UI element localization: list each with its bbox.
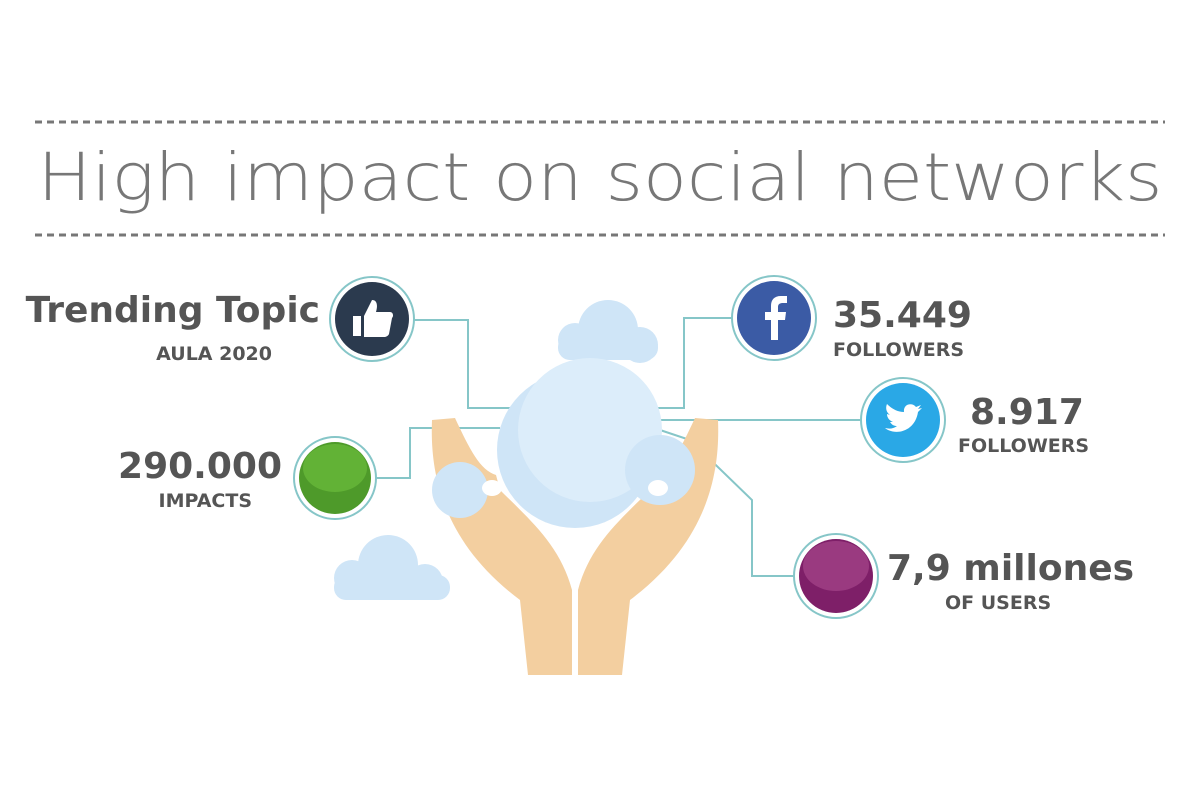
headline: 8.917 [970, 392, 1084, 433]
shape [482, 480, 502, 496]
shape [303, 444, 367, 492]
caption: AULA 2020 [156, 343, 272, 365]
impacts-icon [293, 436, 377, 520]
caption: FOLLOWERS [833, 339, 964, 361]
icon-shape [364, 300, 394, 337]
facebook-icon [731, 275, 817, 361]
icon-shape [765, 296, 787, 340]
caption: FOLLOWERS [958, 435, 1089, 457]
headline: Trending Topic [26, 290, 320, 331]
headline: 35.449 [833, 295, 972, 336]
like-icon [329, 276, 415, 362]
caption: OF USERS [945, 592, 1051, 614]
cloud [334, 535, 450, 600]
caption: IMPACTS [159, 490, 252, 512]
shape [432, 462, 488, 518]
shape [659, 429, 798, 577]
shape [334, 575, 450, 600]
headline: 7,9 millones [887, 548, 1134, 589]
shape [625, 435, 695, 505]
shape [640, 317, 736, 409]
shape [414, 319, 520, 409]
icon-shape [885, 404, 922, 432]
shape [803, 541, 869, 591]
page-title: High impact on social networks [38, 139, 1163, 216]
shape [353, 316, 361, 336]
users-icon [793, 533, 879, 619]
shape [648, 480, 668, 496]
twitter-icon [860, 377, 946, 463]
headline: 290.000 [118, 446, 282, 487]
shape [558, 335, 658, 360]
cloud [558, 300, 658, 363]
globe [432, 358, 695, 528]
